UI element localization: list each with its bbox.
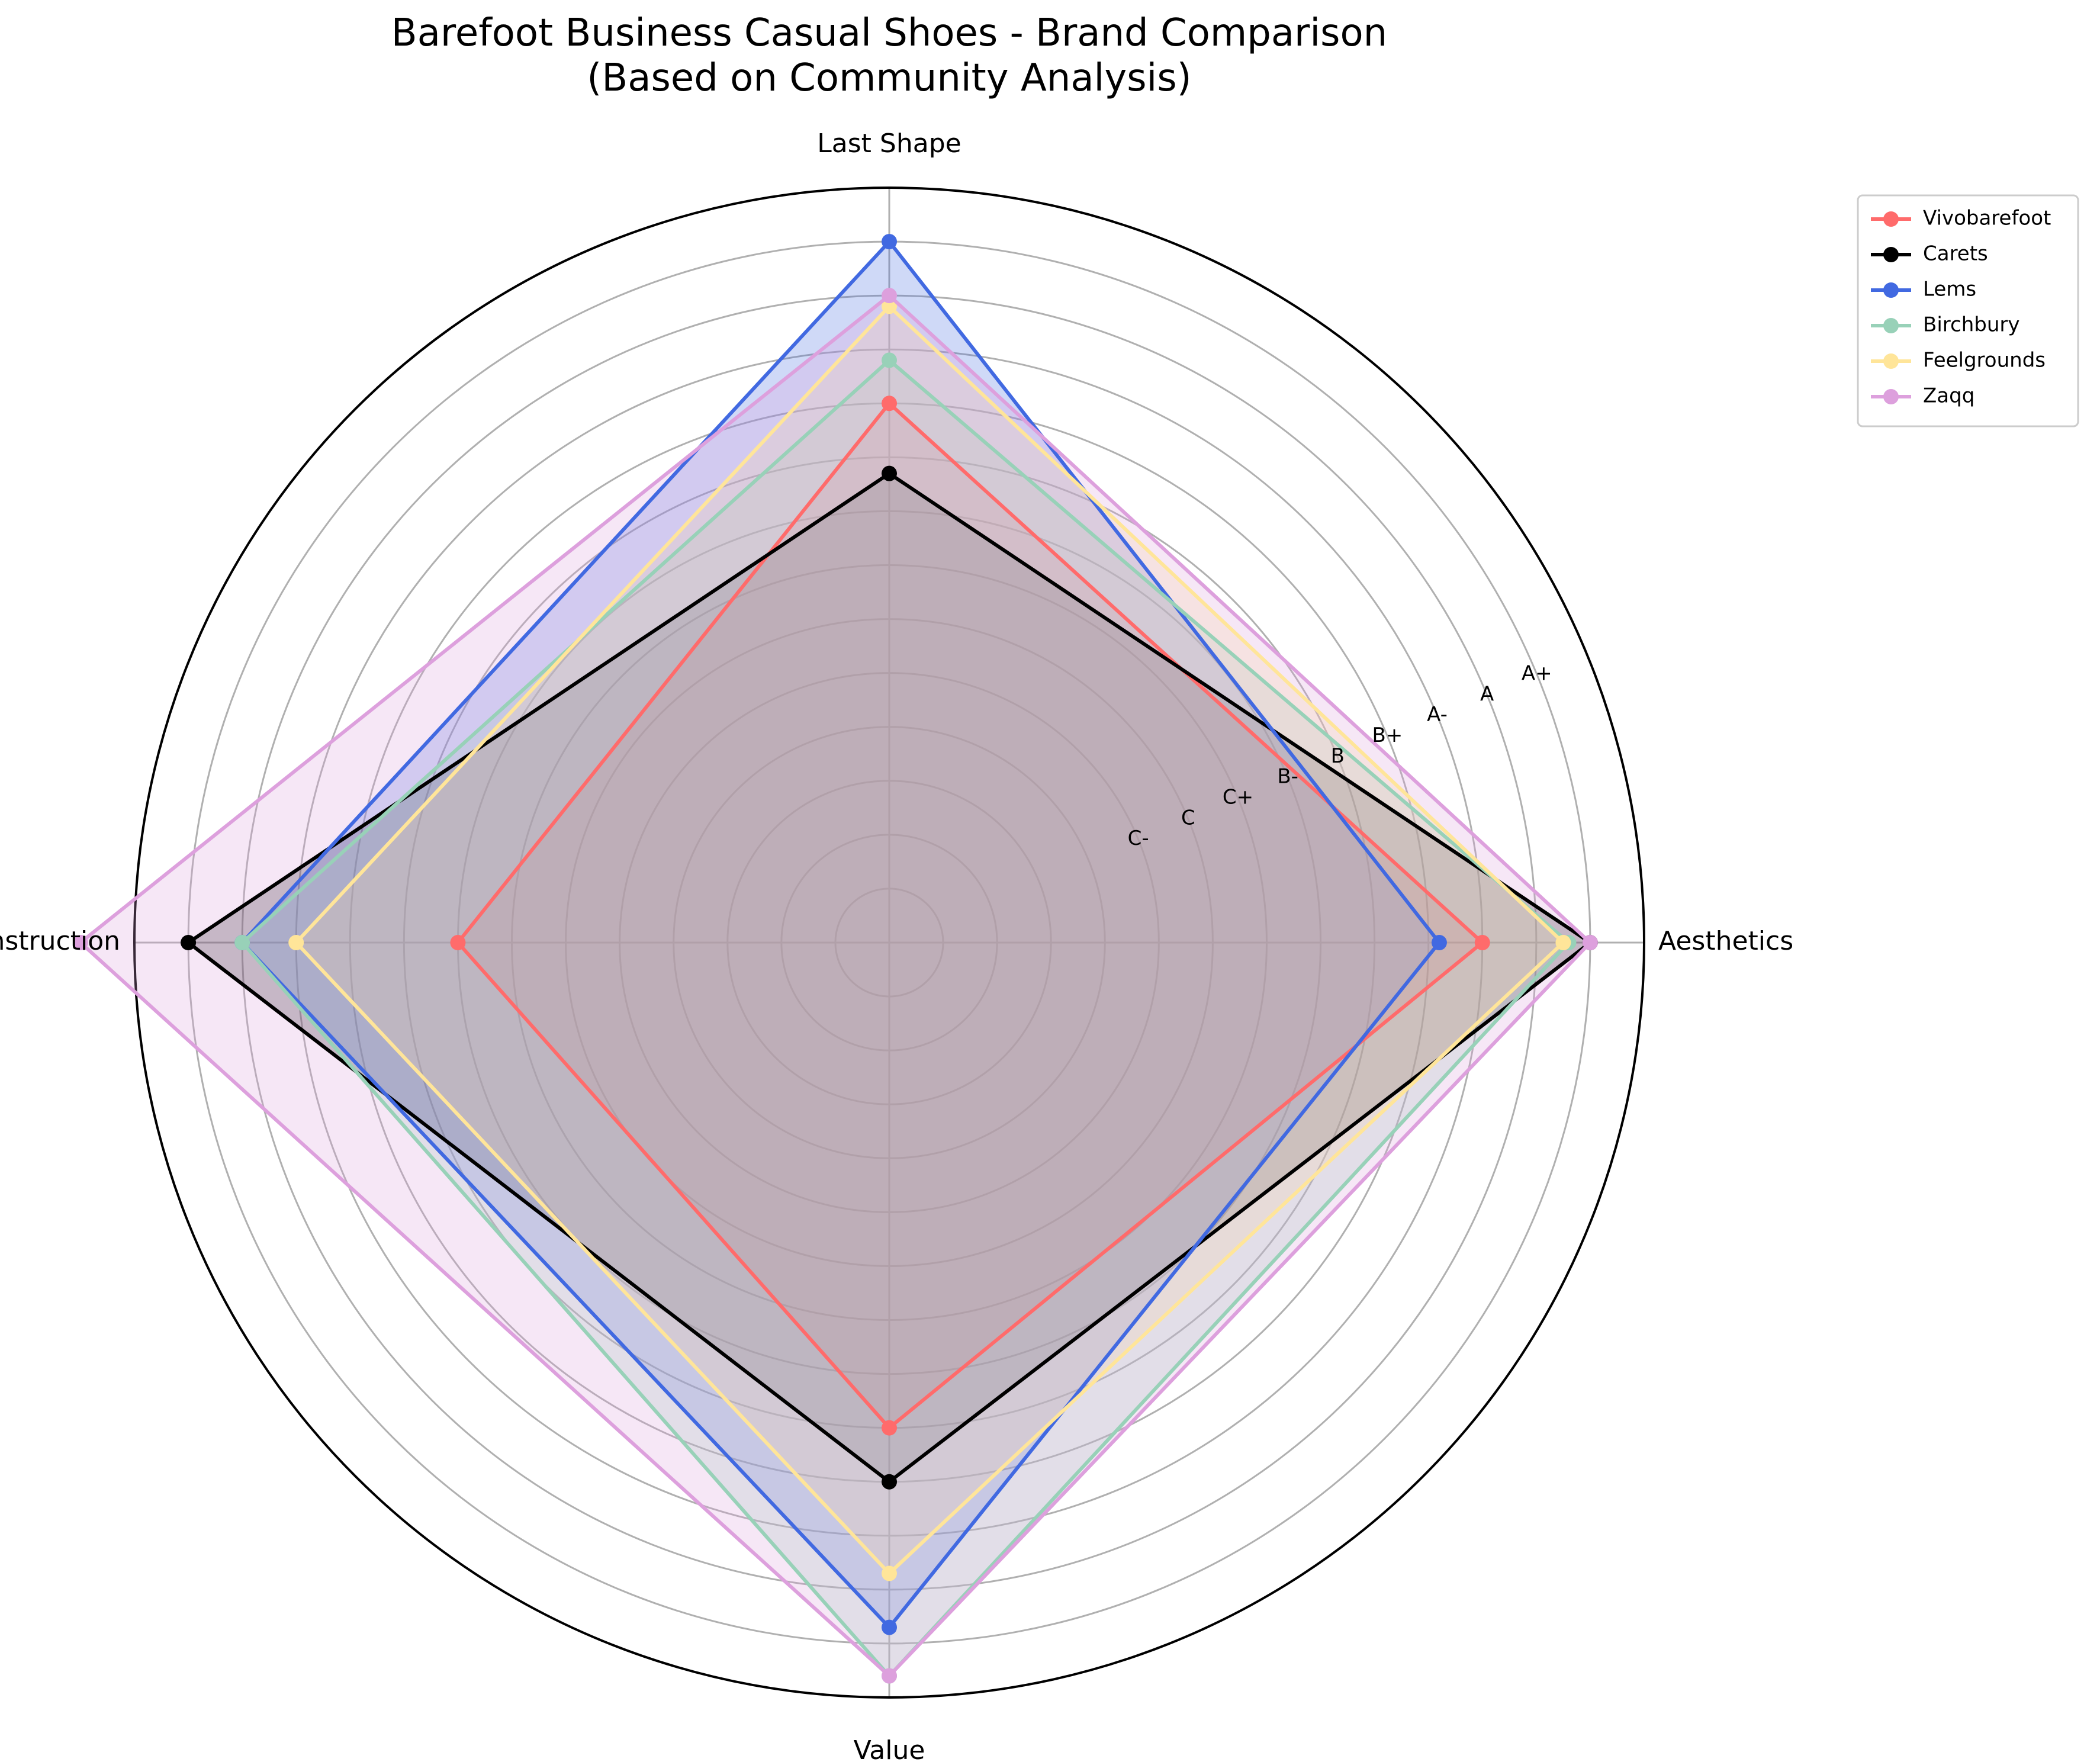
legend-entry-zaqq: Zaqq xyxy=(1923,384,1974,408)
series-lines xyxy=(72,234,1598,1684)
tick-label: C xyxy=(1181,806,1195,829)
axis-label-last-shape: Last Shape xyxy=(817,128,961,159)
tick-label: A- xyxy=(1427,703,1448,726)
tick-label: B xyxy=(1331,744,1345,768)
legend-swatch-marker xyxy=(1883,211,1899,227)
legend-entry-birchbury: Birchbury xyxy=(1923,313,2019,337)
data-point-lems-value xyxy=(882,1619,897,1635)
series-fill-vivobarefoot xyxy=(458,403,1482,1428)
tick-label: C- xyxy=(1128,827,1149,850)
data-point-zaqq-construction xyxy=(72,935,88,950)
data-point-vivobarefoot-value xyxy=(882,1420,897,1436)
axis-labels: Last Shape Aesthetics Value Construction xyxy=(0,128,1793,1762)
chart-title-line-2: (Based on Community Analysis) xyxy=(587,56,1191,100)
legend: Vivobarefoot Carets Lems Birchbury Feelgroun… xyxy=(1857,194,2079,427)
series-fill-lems xyxy=(242,242,1439,1628)
data-point-lems-aesthetics xyxy=(1431,935,1447,950)
data-point-birchbury-construction xyxy=(234,935,250,950)
series-fill-zaqq xyxy=(80,295,1590,1676)
tick-label: B+ xyxy=(1372,724,1403,747)
series-fill-carets xyxy=(188,473,1590,1482)
data-point-carets-last-shape xyxy=(882,465,897,481)
tick-label: A+ xyxy=(1522,661,1552,685)
chart-title: Barefoot Business Casual Shoes - Brand C… xyxy=(391,11,1387,100)
polar-frame xyxy=(133,187,1645,1699)
series-fills xyxy=(80,242,1590,1676)
data-point-birchbury-last-shape xyxy=(882,352,897,368)
chart-title-line-1: Barefoot Business Casual Shoes - Brand C… xyxy=(391,11,1387,55)
data-point-vivobarefoot-aesthetics xyxy=(1474,935,1490,950)
legend-swatch-marker xyxy=(1883,282,1899,298)
legend-entry-lems: Lems xyxy=(1923,278,1976,301)
data-point-zaqq-aesthetics xyxy=(1582,935,1598,950)
legend-entry-vivobarefoot: Vivobarefoot xyxy=(1923,207,2051,230)
data-point-lems-last-shape xyxy=(882,234,897,250)
axis-label-construction: Construction xyxy=(0,926,120,956)
data-point-carets-construction xyxy=(181,935,197,950)
data-point-zaqq-value xyxy=(882,1668,897,1684)
legend-frame xyxy=(1857,194,2079,427)
legend-entry-carets: Carets xyxy=(1923,242,1988,266)
legend-swatch-marker xyxy=(1883,389,1899,404)
axis-label-aesthetics: Aesthetics xyxy=(1658,926,1793,956)
data-point-feelgrounds-construction xyxy=(288,935,304,950)
data-point-vivobarefoot-construction xyxy=(450,935,466,950)
tick-label: C+ xyxy=(1223,786,1253,809)
data-point-carets-value xyxy=(882,1474,897,1490)
tick-label: A xyxy=(1480,682,1494,706)
radial-tick-labels: C- C C+ B- B B+ A- A A+ xyxy=(1128,661,1552,850)
legend-swatch-marker xyxy=(1883,247,1899,262)
legend-entry-feelgrounds: Feelgrounds xyxy=(1923,349,2046,372)
data-point-zaqq-last-shape xyxy=(882,288,897,304)
legend-swatch-marker xyxy=(1883,318,1899,333)
data-point-feelgrounds-aesthetics xyxy=(1555,935,1571,950)
tick-label: B- xyxy=(1277,765,1298,789)
series-fill-feelgrounds xyxy=(296,306,1564,1574)
axis-label-value: Value xyxy=(854,1735,925,1762)
data-point-feelgrounds-last-shape xyxy=(882,298,897,314)
series-fill-birchbury xyxy=(242,360,1569,1676)
data-point-vivobarefoot-last-shape xyxy=(882,396,897,411)
data-point-feelgrounds-value xyxy=(882,1565,897,1581)
legend-swatch-marker xyxy=(1883,353,1899,369)
